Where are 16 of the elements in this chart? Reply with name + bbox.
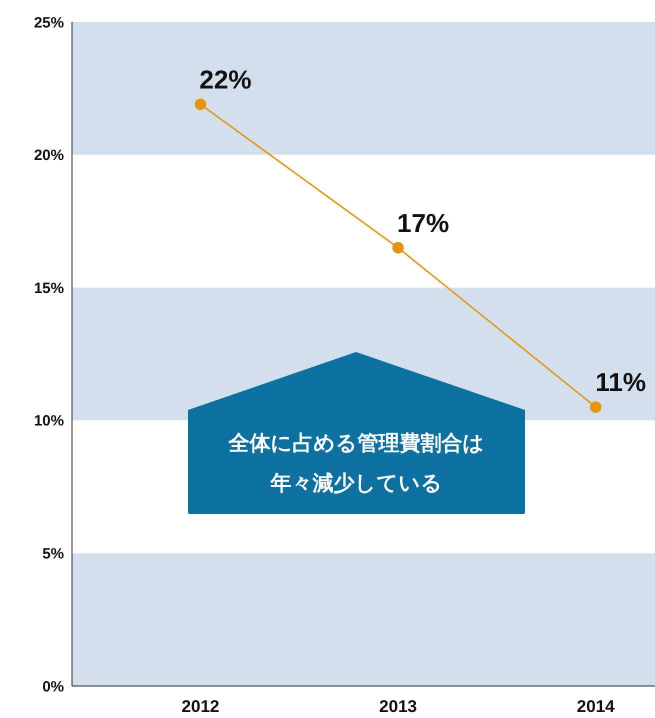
y-tick-label: 5%	[42, 546, 64, 563]
x-tick-label: 2012	[182, 697, 220, 716]
annotation: 全体に占める管理費割合は年々減少している	[227, 431, 486, 497]
data-label: 22%	[199, 64, 252, 94]
data-label: 17%	[397, 208, 450, 238]
x-tick-label: 2014	[576, 697, 616, 716]
x-tick-label: 2013	[379, 697, 417, 716]
y-tick-label: 10%	[34, 412, 64, 430]
data-label: 11%	[595, 367, 646, 398]
y-tick-label: 0%	[42, 678, 64, 696]
y-tick-label: 20%	[34, 147, 64, 164]
y-tick-label: 15%	[34, 280, 64, 297]
point	[194, 98, 206, 110]
point	[590, 401, 602, 413]
point	[392, 242, 404, 254]
y-tick-label: 25%	[34, 14, 64, 32]
